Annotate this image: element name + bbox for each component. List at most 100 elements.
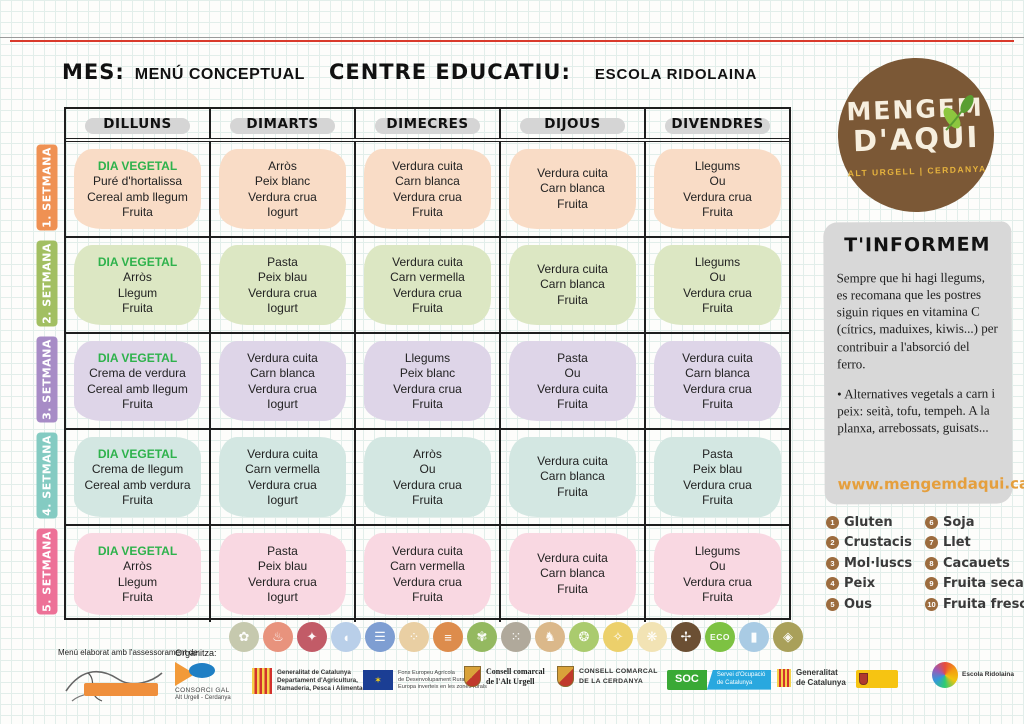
menu-item: Iogurt [267, 492, 298, 507]
menu-cell-w2-dimarts: Pasta Peix blau Verdura crua Iogurt [211, 238, 356, 332]
eu-line1: Fons Europeu Agrícola [398, 670, 455, 676]
allergen-legend: 1 Gluten 2 Crustacis 3 Mol·luscs 4 Peix 5 Ous… [826, 512, 1024, 615]
menu-cell-w5-dimecres: Verdura cuita Carn vermella Verdura crua… [356, 526, 501, 622]
day-header-divendres: DIVENDRES [646, 109, 789, 138]
assessor-orange-chip [84, 683, 158, 696]
menu-cell-w3-divendres: Verdura cuita Carn blanca Verdura crua F… [646, 334, 789, 428]
day-header-label: DILLUNS [103, 115, 172, 132]
menu-item: Arròs [123, 270, 152, 285]
red-meat-icon: ✦ [297, 622, 327, 652]
menu-item: Verdura cuita [247, 350, 318, 365]
senyera-icon [252, 668, 272, 694]
menu-item: Fruita [412, 396, 443, 411]
week-5-ribbon: 5. SETMANA [36, 528, 58, 615]
week-3-row: DIA VEGETAL Crema de verdura Cereal amb … [66, 334, 789, 430]
allergen-number-badge: 8 [925, 556, 938, 570]
allergen-label: Fruita seca [943, 576, 1024, 592]
vegetables-icon: ✾ [467, 622, 497, 652]
menu-blob: Pasta Ou Verdura cuita Fruita [509, 341, 636, 421]
day-header-row: DILLUNS DIMARTS DIMECRES DIJOUS DIVENDRE… [66, 109, 789, 142]
menu-item: Cereal amb llegum [87, 381, 188, 396]
menu-cell-w3-dimecres: Llegums Peix blanc Verdura crua Fruita [356, 334, 501, 428]
eu-flag-icon: ✶ [363, 670, 393, 691]
menu-item: Carn vermella [390, 559, 465, 574]
menu-item: Fruita [122, 396, 153, 411]
centre-educatiu-label: CENTRE EDUCATIU: [328, 60, 571, 84]
menu-item: Fruita [412, 204, 443, 219]
menu-blob: Verdura cuita Carn vermella Verdura crua… [364, 533, 491, 615]
menu-item: Ou [709, 559, 726, 574]
organitza-label: Organitza: [175, 648, 217, 658]
menu-item: Ou [419, 462, 436, 477]
menu-item: Carn blanca [685, 366, 750, 381]
menu-blob: Verdura cuita Carn blanca Fruita [509, 437, 636, 517]
eu-line3: Europa inverteix en les zones rurals [398, 683, 487, 690]
menu-item: Ou [564, 366, 581, 381]
menu-type: MENÚ CONCEPTUAL [134, 66, 305, 83]
legend-item-soja: 6 Soja [925, 512, 1024, 533]
header-highlight [84, 118, 191, 134]
farm-animal-icon: ♞ [535, 622, 565, 652]
cereal-icon: ≡ [433, 622, 463, 652]
legend-item-cacauets: 8 Cacauets [925, 553, 1024, 574]
website-link[interactable]: www.mengemdaqui.cat [837, 474, 1024, 494]
menu-cell-w2-divendres: Llegums Ou Verdura crua Fruita [646, 238, 789, 332]
menu-item: Crema de llegum [91, 462, 184, 477]
menu-item: Verdura crua [393, 477, 462, 492]
menu-item: Carn blanca [540, 181, 605, 196]
alt-urgell-line1: Consell comarcal [486, 666, 545, 676]
menu-cell-w4-divendres: Pasta Peix blau Verdura crua Fruita [646, 430, 789, 524]
eu-line2: de Desenvolupament Rural: [398, 676, 468, 683]
legend-item-fruita-fresca: 10 Fruita fresca [925, 594, 1024, 615]
menu-blob: Verdura cuita Carn blanca Verdura crua I… [219, 341, 346, 421]
spain-government-logo [856, 670, 898, 688]
menu-item: Llegums [694, 158, 741, 173]
school-logo-label: Escola Ridolaina [962, 670, 1015, 678]
menu-item: Verdura cuita [392, 158, 463, 173]
dia-vegetal-label: DIA VEGETAL [97, 543, 178, 558]
menu-item: Fruita [412, 589, 443, 604]
menu-item: Iogurt [267, 396, 298, 411]
menu-item: Verdura cuita [537, 453, 608, 468]
menu-item: Fruita [122, 492, 153, 507]
menu-item: Puré d'hortalissa [92, 174, 182, 189]
pear-icon: ✧ [603, 622, 633, 652]
legend-item-llet: 7 Llet [925, 533, 1024, 554]
menu-item: Carn blanca [250, 366, 315, 381]
allergen-label: Mol·luscs [844, 555, 913, 571]
allergen-label: Crustacis [844, 535, 912, 551]
menu-item: Verdura cuita [537, 381, 608, 396]
header-highlight [519, 118, 626, 134]
allergen-number-badge: 6 [925, 515, 938, 529]
assessor-block: Menú elaborat amb l'assessorament de: [58, 648, 218, 709]
organitza-block: Organitza: CONSORCI GAL Alt Urgell - Cer… [175, 648, 260, 703]
menu-item: Fruita [557, 484, 588, 499]
menu-item: Llegums [694, 543, 741, 558]
menu-cell-w2-dilluns: DIA VEGETAL Arròs Llegum Fruita [66, 238, 211, 332]
menu-cell-w1-dilluns: DIA VEGETAL Puré d'hortalissa Cereal amb… [66, 142, 211, 236]
spain-government-block [856, 670, 898, 688]
menu-blob: Llegums Ou Verdura crua Fruita [654, 245, 781, 325]
menu-item: Fruita [122, 589, 153, 604]
menu-item: Peix blanc [399, 366, 456, 381]
consorci-ellipse-icon [189, 662, 215, 678]
header-highlight [374, 118, 481, 134]
menu-item: Verdura crua [683, 477, 752, 492]
menu-item: Verdura crua [683, 285, 752, 300]
info-title: T'INFORMEM [844, 233, 991, 257]
cerdanya-line2: DE LA CERDANYA [579, 677, 644, 685]
school-logo-block: Escola Ridolaina [932, 662, 1014, 688]
school-name: ESCOLA RIDOLAINA [594, 66, 758, 83]
allergen-label: Cacauets [943, 555, 1010, 571]
allergen-number-badge: 5 [826, 597, 839, 611]
menu-cell-w1-dimarts: Arròs Peix blanc Verdura crua Iogurt [211, 142, 356, 236]
day-header-label: DIJOUS [544, 115, 601, 132]
menu-item: Carn blanca [540, 469, 605, 484]
cerdanya-line1: CONSELL COMARCAL [579, 668, 658, 676]
dia-vegetal-label: DIA VEGETAL [97, 254, 178, 269]
cheese-icon: ❋ [637, 622, 667, 652]
menu-cell-w3-dijous: Pasta Ou Verdura cuita Fruita [501, 334, 646, 428]
menu-cell-w2-dijous: Verdura cuita Carn blanca Fruita [501, 238, 646, 332]
legend-item-crustacis: 2 Crustacis [826, 533, 923, 554]
menu-blob: Verdura cuita Carn vermella Verdura crua… [364, 245, 491, 325]
